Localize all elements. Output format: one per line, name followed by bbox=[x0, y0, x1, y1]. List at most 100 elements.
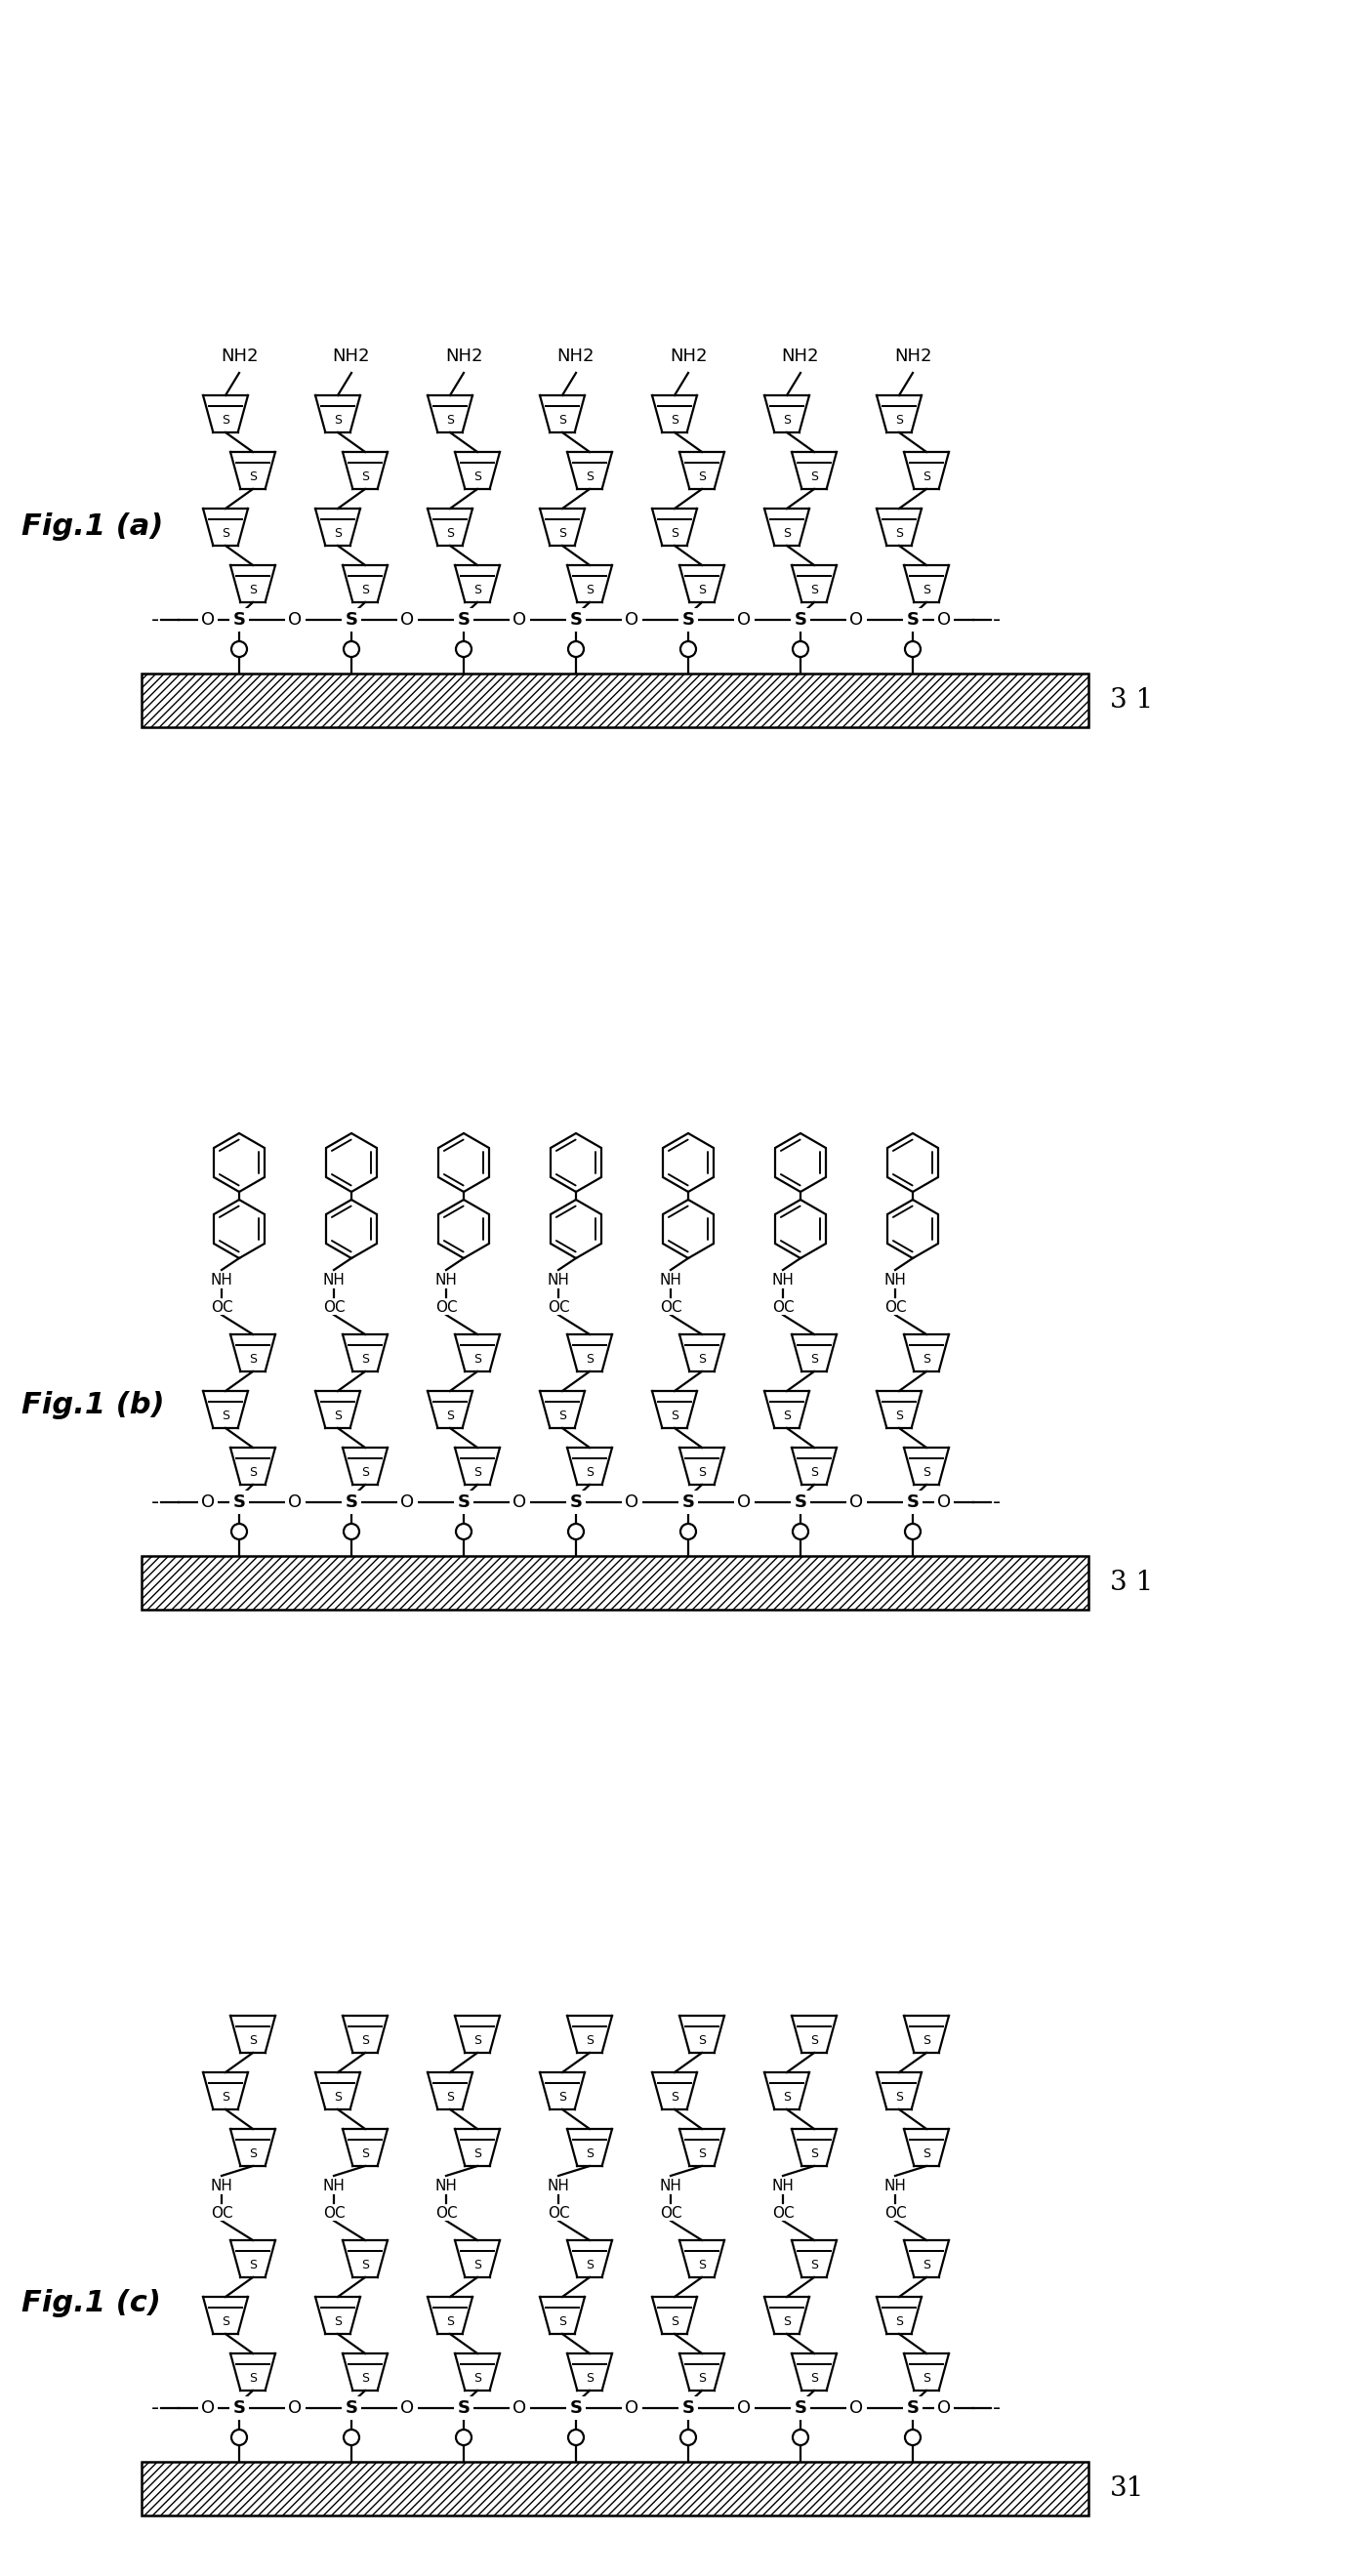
Circle shape bbox=[344, 641, 359, 657]
Text: S: S bbox=[362, 585, 370, 598]
Text: OC: OC bbox=[547, 1301, 570, 1314]
Text: O: O bbox=[513, 1494, 527, 1512]
Text: S: S bbox=[222, 415, 229, 428]
Text: OC: OC bbox=[772, 1301, 793, 1314]
Text: S: S bbox=[895, 2316, 903, 2329]
Circle shape bbox=[792, 641, 808, 657]
Text: O: O bbox=[626, 2398, 639, 2416]
Text: O: O bbox=[288, 611, 302, 629]
Text: S: S bbox=[586, 471, 593, 484]
Text: S: S bbox=[249, 585, 257, 598]
Text: S: S bbox=[586, 2259, 593, 2272]
Text: S: S bbox=[233, 2398, 245, 2416]
Text: OC: OC bbox=[659, 2205, 681, 2221]
Circle shape bbox=[569, 2429, 584, 2445]
Circle shape bbox=[456, 1525, 471, 1540]
Circle shape bbox=[569, 1525, 584, 1540]
Text: S: S bbox=[810, 1466, 818, 1479]
Text: S: S bbox=[670, 528, 678, 541]
Text: NH2: NH2 bbox=[556, 348, 594, 366]
Circle shape bbox=[344, 1525, 359, 1540]
Text: S: S bbox=[474, 2148, 481, 2161]
Circle shape bbox=[344, 2429, 359, 2445]
Text: S: S bbox=[474, 2259, 481, 2272]
Text: O: O bbox=[513, 611, 527, 629]
Circle shape bbox=[681, 2429, 696, 2445]
Text: S: S bbox=[222, 2092, 229, 2105]
Text: NH: NH bbox=[547, 1273, 570, 1288]
Text: OC: OC bbox=[435, 2205, 458, 2221]
Text: S: S bbox=[458, 2398, 470, 2416]
Circle shape bbox=[904, 1525, 921, 1540]
Text: S: S bbox=[682, 611, 695, 629]
Text: S: S bbox=[586, 2372, 593, 2385]
Text: S: S bbox=[895, 415, 903, 428]
Circle shape bbox=[232, 1525, 246, 1540]
Text: S: S bbox=[249, 2259, 257, 2272]
Text: S: S bbox=[783, 528, 791, 541]
Text: O: O bbox=[513, 2398, 527, 2416]
Text: S: S bbox=[699, 2372, 705, 2385]
Text: NH2: NH2 bbox=[333, 348, 370, 366]
Text: S: S bbox=[362, 1352, 370, 1365]
Text: S: S bbox=[362, 2259, 370, 2272]
Text: NH: NH bbox=[210, 2179, 233, 2192]
Text: S: S bbox=[895, 2092, 903, 2105]
Text: S: S bbox=[222, 528, 229, 541]
Text: NH: NH bbox=[435, 1273, 458, 1288]
Text: S: S bbox=[783, 2316, 791, 2329]
Text: O: O bbox=[200, 1494, 215, 1512]
Text: S: S bbox=[795, 1494, 807, 1512]
Text: -: - bbox=[992, 2398, 1001, 2419]
Text: NH: NH bbox=[547, 2179, 570, 2192]
Text: S: S bbox=[699, 1352, 705, 1365]
Bar bbox=[142, 672, 1089, 726]
Text: 3 1: 3 1 bbox=[1110, 1569, 1154, 1597]
Text: OC: OC bbox=[435, 1301, 458, 1314]
Text: NH2: NH2 bbox=[669, 348, 707, 366]
Circle shape bbox=[792, 1525, 808, 1540]
Text: NH2: NH2 bbox=[221, 348, 259, 366]
Text: O: O bbox=[626, 1494, 639, 1512]
Text: S: S bbox=[249, 471, 257, 484]
Text: S: S bbox=[249, 2372, 257, 2385]
Circle shape bbox=[792, 2429, 808, 2445]
Text: NH: NH bbox=[435, 2179, 458, 2192]
Text: OC: OC bbox=[322, 2205, 345, 2221]
Text: S: S bbox=[474, 1352, 481, 1365]
Text: S: S bbox=[922, 2035, 930, 2048]
Text: S: S bbox=[670, 2092, 678, 2105]
Text: S: S bbox=[249, 1466, 257, 1479]
Text: S: S bbox=[922, 585, 930, 598]
Text: S: S bbox=[570, 611, 582, 629]
Text: NH: NH bbox=[884, 1273, 906, 1288]
Text: S: S bbox=[682, 1494, 695, 1512]
Text: -: - bbox=[152, 611, 160, 629]
Text: S: S bbox=[474, 471, 481, 484]
Text: S: S bbox=[670, 415, 678, 428]
Text: S: S bbox=[810, 1352, 818, 1365]
Text: S: S bbox=[682, 2398, 695, 2416]
Text: S: S bbox=[345, 611, 357, 629]
Text: OC: OC bbox=[884, 2205, 906, 2221]
Text: S: S bbox=[445, 1409, 454, 1422]
Text: S: S bbox=[795, 2398, 807, 2416]
Text: S: S bbox=[810, 2372, 818, 2385]
Circle shape bbox=[904, 641, 921, 657]
Text: S: S bbox=[906, 611, 919, 629]
Text: S: S bbox=[895, 1409, 903, 1422]
Bar bbox=[142, 1556, 1089, 1610]
Text: O: O bbox=[200, 611, 215, 629]
Text: S: S bbox=[699, 2035, 705, 2048]
Text: S: S bbox=[445, 2092, 454, 2105]
Circle shape bbox=[456, 2429, 471, 2445]
Text: S: S bbox=[249, 1352, 257, 1365]
Text: S: S bbox=[249, 2035, 257, 2048]
Text: S: S bbox=[810, 2148, 818, 2161]
Circle shape bbox=[681, 1525, 696, 1540]
Text: 31: 31 bbox=[1110, 2476, 1144, 2501]
Text: OC: OC bbox=[211, 1301, 233, 1314]
Text: S: S bbox=[586, 585, 593, 598]
Text: 3 1: 3 1 bbox=[1110, 688, 1154, 714]
Text: S: S bbox=[334, 2316, 341, 2329]
